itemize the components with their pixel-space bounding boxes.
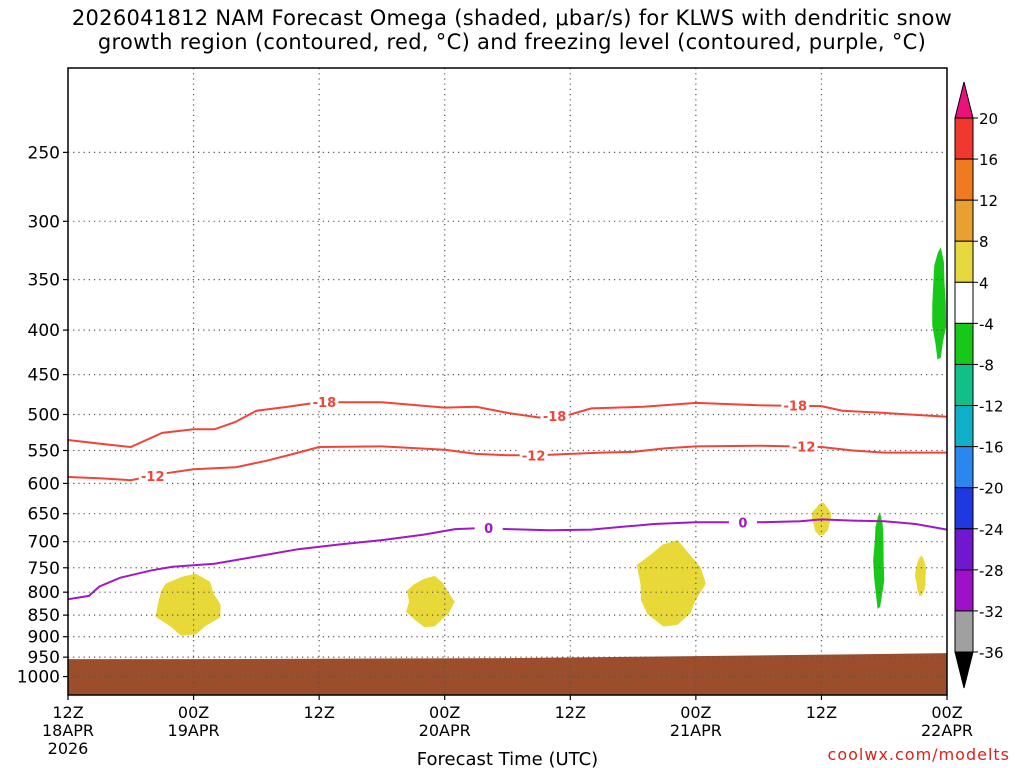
colorbar-label-8: 8 — [979, 233, 989, 251]
x-tick-label: 18APR — [42, 721, 94, 740]
colorbar-label-16: 16 — [979, 151, 998, 169]
x-tick-label: 22APR — [921, 721, 973, 740]
x-axis-title: Forecast Time (UTC) — [417, 749, 598, 768]
omega-region-6 — [873, 512, 885, 609]
colorbar-bottom-triangle — [954, 651, 974, 689]
colorbar-label--32: -32 — [979, 603, 1004, 621]
colorbar-box — [954, 281, 974, 324]
colorbar-box — [954, 528, 974, 571]
ground-fill — [68, 653, 947, 695]
omega-region-7 — [932, 247, 947, 360]
colorbar-box — [954, 610, 974, 653]
chart-title-line2: growth region (contoured, red, °C) and f… — [97, 30, 927, 54]
contour-label-bg — [138, 467, 167, 484]
y-tick-label-450: 450 — [28, 366, 60, 386]
colorbar-box — [954, 199, 974, 242]
x-tick-label: 2026 — [48, 739, 89, 758]
x-tick-label: 12Z — [303, 703, 334, 722]
y-tick-label-600: 600 — [28, 474, 60, 494]
y-tick-label-700: 700 — [28, 533, 60, 553]
omega-region-2 — [406, 575, 455, 628]
colorbar-box — [954, 405, 974, 448]
x-tick-label: 19APR — [168, 721, 220, 740]
omega-region-5 — [914, 555, 926, 597]
x-tick-label: 00Z — [931, 703, 962, 722]
y-tick-label-550: 550 — [28, 442, 60, 462]
x-tick-label: 12Z — [806, 703, 837, 722]
contour-label-bg — [310, 394, 339, 411]
chart-title: 2026041812 NAM Forecast Omega (shaded, μ… — [0, 6, 1024, 54]
contour-label--12: -12 — [522, 449, 546, 464]
contour-label--12: -12 — [792, 441, 816, 456]
colorbar-label-12: 12 — [979, 192, 998, 210]
y-tick-label-850: 850 — [28, 606, 60, 626]
y-tick-label-300: 300 — [28, 212, 60, 232]
contour-label-bg — [474, 520, 503, 537]
colorbar-label--36: -36 — [979, 644, 1004, 662]
colorbar-box — [954, 487, 974, 530]
colorbar-label--16: -16 — [979, 439, 1004, 457]
colorbar-label--8: -8 — [979, 356, 994, 374]
colorbar-box — [954, 363, 974, 407]
site-credit[interactable]: coolwx.com/modelts — [827, 745, 1010, 764]
contour-label-bg — [781, 397, 810, 414]
colorbar-label-4: 4 — [979, 274, 989, 292]
plot-frame — [67, 67, 948, 696]
y-tick-label-900: 900 — [28, 628, 60, 648]
contour-label-bg — [728, 514, 757, 531]
y-tick-label-250: 250 — [28, 143, 60, 163]
contour-label--18: -18 — [784, 400, 808, 415]
y-tick-label-400: 400 — [28, 321, 60, 341]
colorbar-label--4: -4 — [979, 315, 994, 333]
x-tick-label: 20APR — [419, 721, 471, 740]
y-tick-label-800: 800 — [28, 583, 60, 603]
contour-label-0: 0 — [484, 522, 493, 537]
x-tick-label: 00Z — [429, 703, 460, 722]
colorbar-label-20: 20 — [979, 110, 998, 128]
contour-label-bg — [540, 407, 569, 424]
x-tick-label: 00Z — [178, 703, 209, 722]
chart-title-line1: 2026041812 NAM Forecast Omega (shaded, μ… — [71, 6, 953, 30]
x-tick-label: 12Z — [555, 703, 586, 722]
colorbar-box — [954, 322, 974, 365]
colorbar-label--28: -28 — [979, 562, 1004, 580]
y-tick-label-350: 350 — [28, 271, 60, 291]
colorbar-box — [954, 446, 974, 489]
contour-label-bg — [519, 447, 548, 464]
colorbar-box — [954, 569, 974, 612]
colorbar-label--24: -24 — [979, 521, 1004, 539]
omega-region-3 — [636, 540, 706, 627]
contour-line--12 — [67, 444, 947, 482]
x-tick-label: 00Z — [680, 703, 711, 722]
y-tick-label-650: 650 — [28, 505, 60, 525]
colorbar-box — [954, 240, 974, 283]
plot-area — [68, 68, 947, 695]
contour-line--18 — [67, 401, 948, 449]
omega-region-1 — [155, 573, 221, 636]
y-tick-label-1000: 1000 — [17, 668, 60, 688]
contour-label--18: -18 — [543, 410, 567, 425]
contour-label--18: -18 — [313, 396, 337, 411]
y-tick-label-750: 750 — [28, 559, 60, 579]
colorbar-box — [954, 158, 974, 201]
x-tick-label: 21APR — [670, 721, 722, 740]
colorbar-label--20: -20 — [979, 480, 1004, 498]
y-tick-label-500: 500 — [28, 405, 60, 425]
colorbar-top-triangle — [954, 81, 974, 119]
x-tick-label: 12Z — [52, 703, 83, 722]
contour-label-bg — [789, 438, 818, 455]
y-tick-label-950: 950 — [28, 648, 60, 668]
contour-label-0: 0 — [738, 516, 747, 531]
colorbar-label--12: -12 — [979, 398, 1004, 416]
colorbar-box — [954, 117, 974, 160]
contour-label--12: -12 — [141, 470, 165, 485]
